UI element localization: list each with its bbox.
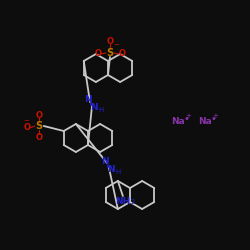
Text: O: O [94, 50, 102, 58]
Text: N: N [84, 96, 92, 104]
Text: 2: 2 [131, 199, 135, 205]
Text: Na: Na [171, 118, 185, 126]
Text: +: + [212, 113, 218, 119]
Text: S: S [35, 121, 42, 131]
Text: O: O [35, 132, 42, 141]
Text: N: N [101, 158, 109, 166]
Text: H: H [116, 169, 120, 175]
Text: −: − [113, 42, 119, 48]
Text: O: O [23, 124, 30, 132]
Text: H: H [98, 107, 104, 113]
Text: •: • [210, 114, 216, 124]
Text: N: N [107, 166, 115, 174]
Text: Na: Na [198, 118, 212, 126]
Text: N: N [90, 104, 98, 112]
Text: O: O [118, 50, 126, 58]
Text: O: O [106, 38, 114, 46]
Text: O: O [35, 110, 42, 120]
Text: −: − [23, 118, 29, 124]
Text: NH: NH [115, 196, 130, 205]
Text: •: • [183, 114, 189, 124]
Text: S: S [106, 48, 114, 58]
Text: +: + [185, 113, 191, 119]
